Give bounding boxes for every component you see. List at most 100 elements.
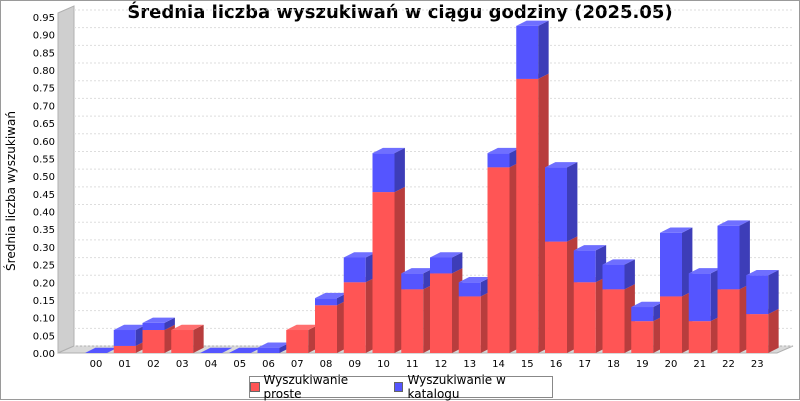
bar-09-katalog-top (343, 252, 377, 258)
x-tick-label: 12 (435, 359, 448, 370)
legend-label-1: Wyszukiwanie w katalogu (407, 373, 506, 401)
bar-13-katalog-top (458, 277, 492, 283)
bar-18-katalog-side (624, 259, 635, 290)
x-tick-label: 11 (406, 359, 419, 370)
bar-10-katalog-front (372, 153, 395, 193)
bar-13-katalog-front (458, 282, 481, 297)
x-tick-label: 23 (751, 359, 764, 370)
bar-18-katalog-top (602, 259, 635, 265)
x-tick-label: 08 (320, 359, 333, 370)
bar-23-katalog-top (746, 269, 779, 276)
x-tick-label: 15 (521, 359, 534, 370)
bar-14-proste-front (487, 167, 510, 353)
bar-22-katalog-front (717, 225, 740, 290)
bar-04-zero (200, 347, 233, 353)
bar-12-katalog-side (452, 252, 463, 274)
bar-20-katalog-top (660, 227, 693, 233)
y-tick-label: 0.80 (33, 66, 55, 77)
bar-16-proste-front (545, 241, 567, 353)
y-tick-label: 0.35 (33, 225, 55, 236)
bar-05-zero (228, 347, 262, 353)
bar-13-proste-front (458, 296, 481, 353)
bar-20-proste-front (660, 296, 682, 353)
bar-12-katalog-front (430, 257, 452, 274)
x-tick-label: 21 (693, 359, 706, 370)
y-tick-label: 0.60 (33, 137, 55, 148)
bar-23-proste-front (746, 314, 769, 353)
bar-02-katalog-front (142, 322, 165, 331)
y-tick-label: 0.50 (33, 172, 55, 183)
x-tick-label: 14 (492, 359, 505, 370)
legend-item-1: Wyszukiwanie w katalogu (393, 373, 552, 401)
bar-10-katalog-top (372, 147, 405, 154)
y-tick-label: 0.10 (33, 314, 55, 325)
plot-side-wall (57, 5, 75, 354)
y-tick-label: 0.15 (33, 296, 55, 307)
bar-12-katalog-top (430, 252, 463, 258)
y-tick-label: 0.30 (33, 243, 55, 254)
bar-17-katalog-top (573, 245, 607, 251)
bar-14-katalog-top (487, 147, 520, 154)
x-tick-label: 18 (607, 359, 620, 370)
bar-01-proste-front (113, 345, 136, 353)
y-tick-label: 0.90 (33, 31, 55, 42)
bar-12-proste-front (430, 273, 452, 353)
bar-17-proste-front (573, 282, 596, 353)
bar-01-katalog-top (113, 324, 147, 331)
bar-03-proste-side (193, 324, 204, 353)
x-tick-label: 17 (578, 359, 591, 370)
bar-20-katalog-front (660, 232, 682, 297)
bar-18-katalog-front (602, 264, 625, 290)
bar-11-katalog-front (401, 273, 424, 290)
x-tick-label: 16 (550, 359, 563, 370)
bar-15-katalog-side (538, 20, 549, 79)
bar-03-proste-top (171, 324, 204, 331)
x-tick-label: 19 (636, 359, 649, 370)
x-tick-label: 03 (176, 359, 189, 370)
bar-06-katalog-top (257, 342, 290, 348)
bar-15-katalog-front (516, 25, 539, 79)
bar-23-katalog-side (768, 269, 779, 315)
x-tick-label: 13 (463, 359, 476, 370)
bar-02-proste-front (142, 330, 165, 353)
bar-15-proste-front (516, 78, 539, 353)
bar-22-katalog-top (717, 220, 750, 226)
x-tick-label: 06 (262, 359, 275, 370)
bar-17-katalog-front (573, 250, 596, 283)
bar-22-proste-front (717, 289, 740, 353)
bar-02-katalog-side (164, 317, 175, 331)
y-tick-label: 0.55 (33, 154, 55, 165)
bar-09-katalog-front (343, 257, 366, 283)
y-tick-label: 0.95 (33, 13, 55, 24)
x-tick-label: 05 (233, 359, 246, 370)
bar-11-katalog-top (401, 268, 434, 274)
bar-19-proste-front (631, 321, 654, 353)
bar-16-katalog-top (545, 162, 578, 168)
bar-23-proste-side (768, 308, 779, 353)
x-tick-label: 22 (722, 359, 735, 370)
bar-14-katalog-front (487, 153, 510, 168)
x-tick-label: 01 (118, 359, 131, 370)
legend-label-0: Wyszukiwanie proste (263, 373, 349, 401)
y-tick-label: 0.70 (33, 101, 55, 112)
chart-title: Średnia liczba wyszukiwań w ciągu godzin… (127, 2, 673, 23)
y-tick-label: 0.40 (33, 208, 55, 219)
bar-09-proste-front (343, 282, 366, 353)
bar-11-proste-front (401, 289, 424, 353)
bar-07-proste-top (286, 324, 319, 331)
y-tick-label: 0.45 (33, 190, 55, 201)
legend-item-0: Wyszukiwanie proste (250, 373, 382, 401)
x-tick-label: 20 (665, 359, 678, 370)
legend-swatch-1 (393, 382, 404, 392)
legend: Wyszukiwanie proste Wyszukiwanie w katal… (249, 373, 553, 401)
bar-15-katalog-top (516, 20, 549, 26)
bar-10-proste-front (372, 192, 395, 353)
bar-16-katalog-side (567, 162, 578, 242)
bar-02-katalog-top (142, 317, 175, 323)
y-tick-label: 0.25 (33, 261, 55, 272)
bar-06-katalog-front (257, 347, 280, 353)
legend-swatch-0 (250, 382, 260, 392)
bar-21-katalog-front (688, 273, 711, 322)
